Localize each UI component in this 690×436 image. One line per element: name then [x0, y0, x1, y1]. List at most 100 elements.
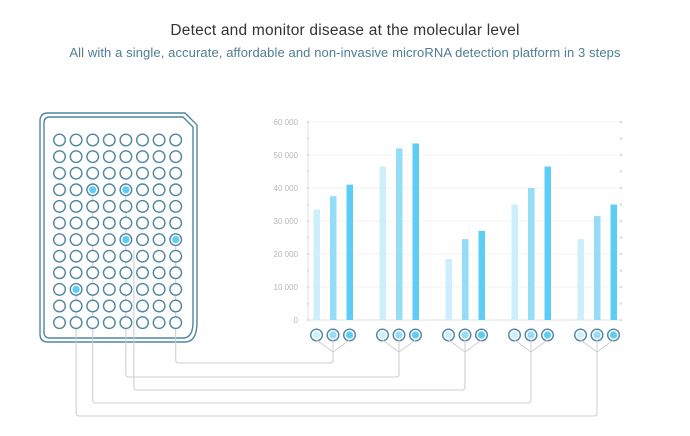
well [152, 266, 166, 280]
well [53, 282, 67, 296]
well [169, 316, 183, 330]
well [119, 299, 133, 313]
sample-well-fill [461, 331, 469, 339]
well [86, 266, 100, 280]
well-filled-dot [72, 285, 80, 293]
well [53, 266, 67, 280]
sample-well-fill [576, 331, 585, 339]
sample-well-fill [345, 331, 354, 339]
well [86, 199, 100, 213]
well [152, 299, 166, 313]
well [152, 199, 166, 213]
bar [396, 148, 403, 320]
well [69, 316, 83, 330]
well [135, 282, 149, 296]
well [169, 299, 183, 313]
well [102, 150, 116, 164]
well [86, 133, 100, 147]
well [135, 150, 149, 164]
sample-well-fill [329, 331, 337, 339]
well [135, 133, 149, 147]
well [169, 249, 183, 263]
well [86, 282, 100, 296]
sample-well-fill [593, 331, 601, 339]
y-tick-label: 60 000 [274, 118, 299, 127]
well-plate [39, 112, 198, 343]
branch-line [596, 339, 614, 353]
bar [379, 166, 386, 320]
well [102, 233, 116, 247]
well [86, 249, 100, 263]
well [135, 316, 149, 330]
right-axis-tick [619, 252, 623, 256]
page-subtitle: All with a single, accurate, affordable … [69, 45, 621, 60]
well [135, 299, 149, 313]
y-tick-label: 10 000 [274, 283, 299, 292]
well [86, 216, 100, 230]
bar [445, 258, 452, 320]
bar [330, 196, 337, 320]
well [102, 316, 116, 330]
well [119, 199, 133, 213]
well [69, 133, 83, 147]
branch-line [530, 339, 548, 353]
branch-line [514, 339, 532, 353]
well [169, 266, 183, 280]
well [86, 166, 100, 180]
connector-lines [75, 189, 598, 417]
right-axis-tick [619, 203, 623, 206]
y-tick-label: 40 000 [274, 184, 299, 193]
well [102, 266, 116, 280]
well [135, 266, 149, 280]
well [169, 183, 183, 197]
well [69, 299, 83, 313]
page-title: Detect and monitor disease at the molecu… [170, 22, 520, 39]
well [119, 216, 133, 230]
well [119, 133, 133, 147]
well [119, 249, 133, 263]
well [152, 133, 166, 147]
well [119, 166, 133, 180]
well [152, 216, 166, 230]
well-filled-dot [172, 236, 180, 244]
well [169, 216, 183, 230]
bar [462, 239, 469, 320]
well [169, 199, 183, 213]
right-axis-tick [619, 236, 623, 239]
bar [594, 216, 601, 320]
bar [610, 204, 617, 320]
right-axis-tick [619, 137, 623, 140]
well [152, 249, 166, 263]
well [69, 183, 83, 197]
well [53, 166, 67, 180]
y-tick-label: 30 000 [274, 217, 299, 226]
well [152, 166, 166, 180]
well-filled-dot [122, 236, 130, 244]
sample-well-fill [543, 331, 552, 339]
y-tick-label: 20 000 [274, 250, 299, 259]
well [119, 150, 133, 164]
bar-chart: 0 10 000 20 000 30 000 40 000 50 000 60 000 [274, 118, 623, 353]
well [102, 133, 116, 147]
well [86, 233, 100, 247]
well [135, 199, 149, 213]
well [119, 266, 133, 280]
connector-line [125, 189, 400, 378]
sample-well-fill [378, 331, 387, 339]
well [135, 216, 149, 230]
y-tick-label: 0 [294, 316, 299, 325]
well [86, 150, 100, 164]
sample-well-fill [444, 331, 453, 339]
well [169, 282, 183, 296]
well-filled-dot [122, 186, 130, 194]
sample-well-fill [395, 331, 403, 339]
well [69, 216, 83, 230]
right-axis-tick [619, 120, 623, 124]
well [69, 150, 83, 164]
y-tick-label: 50 000 [274, 151, 299, 160]
well [119, 316, 133, 330]
well [53, 299, 67, 313]
well [169, 166, 183, 180]
well [53, 199, 67, 213]
